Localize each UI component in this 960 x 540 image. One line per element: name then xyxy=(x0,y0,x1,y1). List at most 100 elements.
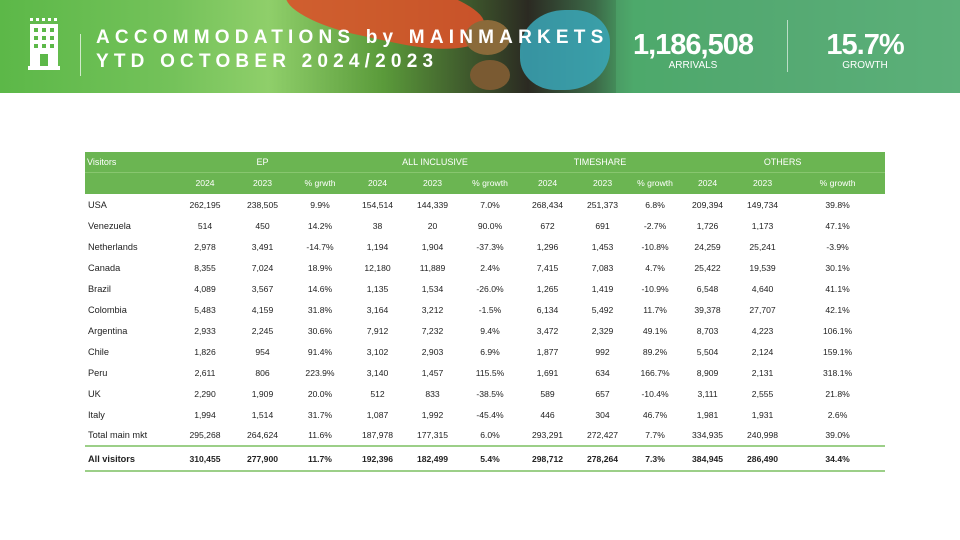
table-cell: 6.8% xyxy=(645,199,665,210)
table-cell: 21.8% xyxy=(825,388,850,399)
table-cell: 634 xyxy=(595,367,610,378)
table-cell: 1,981 xyxy=(696,409,719,420)
table-cell: 3,164 xyxy=(366,304,389,315)
table-cell: 4,640 xyxy=(751,283,774,294)
table-cell: 272,427 xyxy=(587,430,619,440)
banner-decoration xyxy=(616,0,960,93)
table-row: Brazil 4,089 3,567 14.6% 1,135 1,534 -26.0% 1,2… xyxy=(85,278,885,299)
table-row: UK 2,290 1,909 20.0% 512 833 -38.5% 589 657 -10.4… xyxy=(85,383,885,404)
group-header-others: OTHERS xyxy=(680,152,886,173)
table-cell: 2,290 xyxy=(194,388,216,399)
table-cell: 9.9% xyxy=(310,199,330,210)
table-cell: 192,396 xyxy=(350,445,406,472)
table-cell: 298,712 xyxy=(520,445,576,472)
table-cell: 446 xyxy=(540,409,555,420)
column-header: 2023 xyxy=(405,172,461,194)
market-name: Venezuela xyxy=(88,220,131,231)
table-row: Argentina 2,933 2,245 30.6% 7,912 7,232 9.4% 3,… xyxy=(85,320,885,341)
table-row: Canada 8,355 7,024 18.9% 12,180 11,889 2.4% 7,4… xyxy=(85,257,885,278)
table-cell: 19,539 xyxy=(749,262,776,273)
table-cell: 6,134 xyxy=(536,304,559,315)
table-cell: 89.2% xyxy=(642,346,668,357)
table-cell: 1,087 xyxy=(366,409,389,420)
page-title: ACCOMMODATIONS by MAINMARKETS YTD OCTOBE… xyxy=(96,26,609,74)
table-cell: 3,212 xyxy=(421,304,444,315)
table-cell: 5.4% xyxy=(460,445,521,472)
table-cell: 27,707 xyxy=(749,304,776,315)
table-cell: 91.4% xyxy=(307,346,333,357)
table-cell: -10.4% xyxy=(641,388,669,399)
table-cell: 30.6% xyxy=(307,325,333,336)
table-cell: 7,912 xyxy=(366,325,389,336)
table-cell: -1.5% xyxy=(478,304,502,315)
banner-decoration xyxy=(465,20,510,55)
table-cell: 2,555 xyxy=(751,388,774,399)
table-cell: 1,457 xyxy=(421,367,444,378)
table-cell: 11.7% xyxy=(643,304,667,315)
arrivals-value: 1,186,508 xyxy=(632,29,754,61)
table-cell: 657 xyxy=(595,388,610,399)
table-cell: 1,992 xyxy=(421,409,444,420)
table-cell: 2,124 xyxy=(751,346,774,357)
table-cell: 115.5% xyxy=(475,367,505,378)
table-cell: -10.8% xyxy=(641,241,669,252)
table-row: Colombia 5,483 4,159 31.8% 3,164 3,212 -1.5% 6,… xyxy=(85,299,885,320)
group-header-timeshare: TIMESHARE xyxy=(520,152,681,173)
table-cell: 187,978 xyxy=(361,430,394,440)
table-cell: 277,900 xyxy=(235,445,290,472)
column-header: 2024 xyxy=(175,172,235,194)
table-cell: 1,419 xyxy=(591,283,614,294)
banner-decoration xyxy=(520,10,610,90)
column-header: 2023 xyxy=(735,172,791,194)
table-cell: 3,567 xyxy=(251,283,274,294)
column-header: 2023 xyxy=(575,172,631,194)
table-cell: 8,355 xyxy=(194,262,216,273)
column-header: 2024 xyxy=(520,172,576,194)
table-cell: 240,998 xyxy=(747,430,779,440)
table-cell: 2,245 xyxy=(251,325,274,336)
table-cell: 1,514 xyxy=(251,409,274,420)
sub-header-blank xyxy=(85,172,175,194)
sub-header-row: 2024 2023% grwth 2024 2023% growth 2024 2023%… xyxy=(85,172,886,194)
table-cell: 8,703 xyxy=(696,325,719,336)
table-cell: 7,232 xyxy=(421,325,444,336)
table-cell: 450 xyxy=(255,220,270,231)
table-cell: 14.6% xyxy=(307,283,333,294)
table-cell: 264,624 xyxy=(246,430,279,440)
table-cell: 2.6% xyxy=(827,409,848,420)
group-header-row: Visitors EP ALL INCLUSIVE TIMESHARE OTHE… xyxy=(85,152,886,173)
market-name: Total main mkt xyxy=(88,430,148,440)
table-cell: 7,024 xyxy=(251,262,274,273)
market-name: Colombia xyxy=(88,304,127,315)
table-cell: 3,472 xyxy=(536,325,559,336)
table-cell: 46.7% xyxy=(642,409,668,420)
table-cell: 7.0% xyxy=(480,199,500,210)
table-cell: 514 xyxy=(197,220,213,231)
table-cell: 286,490 xyxy=(735,445,791,472)
table-cell: 1,931 xyxy=(751,409,774,420)
table-cell: 334,935 xyxy=(692,430,724,440)
column-header: % growth xyxy=(460,172,521,194)
table-cell: 992 xyxy=(595,346,610,357)
table-cell: 1,534 xyxy=(421,283,444,294)
table-cell: 278,264 xyxy=(575,445,631,472)
table-cell: 6,548 xyxy=(696,283,719,294)
table-cell: 1,453 xyxy=(591,241,614,252)
table-cell: -38.5% xyxy=(476,388,504,399)
table-cell: 1,135 xyxy=(366,283,389,294)
group-header-ep: EP xyxy=(175,152,351,173)
table-cell: 20 xyxy=(427,220,438,231)
title-line-1: ACCOMMODATIONS by MAINMARKETS xyxy=(96,27,609,48)
table-cell: 2.4% xyxy=(480,262,500,273)
table-cell: 3,140 xyxy=(366,367,389,378)
market-name: Peru xyxy=(88,367,108,378)
table-cell: 149,734 xyxy=(747,199,779,210)
table-cell: 295,268 xyxy=(189,430,221,440)
table-cell: 90.0% xyxy=(477,220,503,231)
market-name: UK xyxy=(88,388,101,399)
table-cell: 39,378 xyxy=(694,304,721,315)
table-cell: 38 xyxy=(372,220,383,231)
market-name: Canada xyxy=(88,262,121,273)
table-cell: 1,877 xyxy=(536,346,559,357)
market-name: All visitors xyxy=(85,445,175,472)
